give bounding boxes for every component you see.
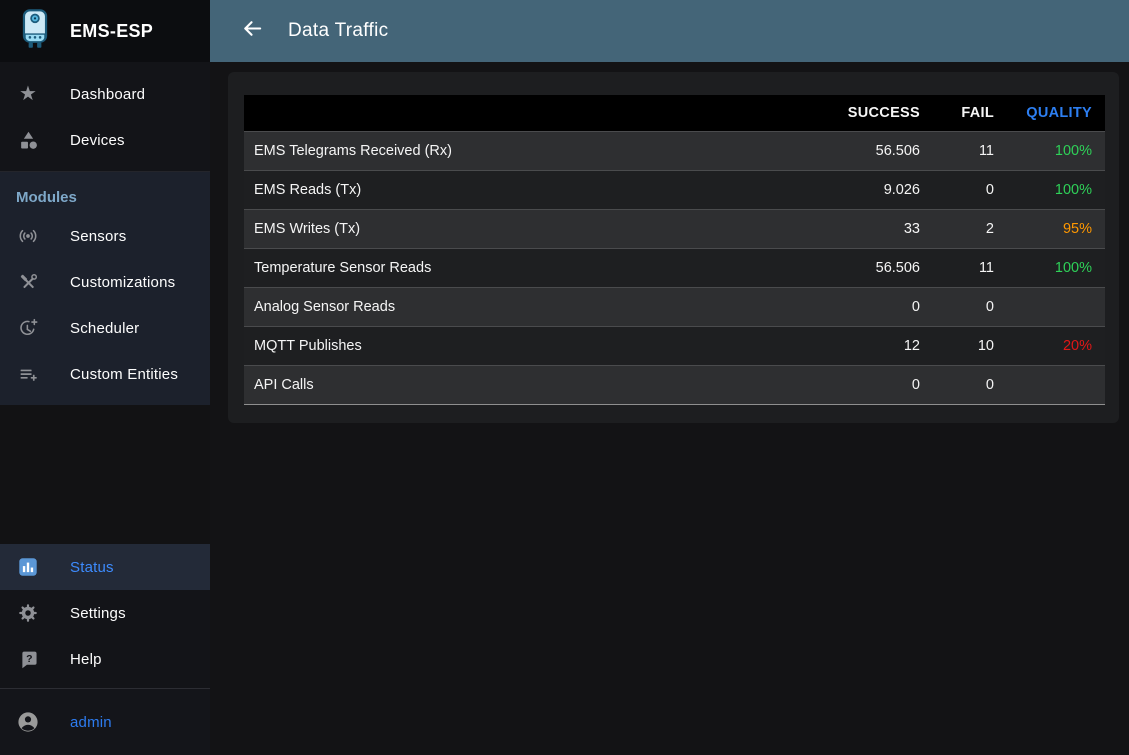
modules-section-title: Modules	[16, 189, 77, 206]
sidebar-item-admin[interactable]: admin	[0, 710, 210, 734]
data-traffic-table: SUCCESS FAIL QUALITY EMS Telegrams Recei…	[244, 95, 1105, 405]
table-header-fail: FAIL	[961, 105, 994, 121]
table-row: Analog Sensor Reads 0 0	[244, 287, 1105, 326]
table-header-quality: QUALITY	[1026, 105, 1092, 121]
sidebar-section-bottom: Status Settings	[0, 544, 210, 688]
row-quality: 100%	[1054, 260, 1092, 276]
status-icon	[16, 556, 40, 578]
sidebar-item-status[interactable]: Status	[0, 544, 210, 590]
row-quality: 100%	[1054, 143, 1092, 159]
help-icon: ?	[16, 649, 40, 670]
row-label: EMS Writes (Tx)	[254, 221, 361, 237]
devices-icon	[16, 130, 40, 151]
page-title: Data Traffic	[288, 20, 389, 41]
row-quality: 100%	[1054, 182, 1092, 198]
app-logo-block: EMS-ESP	[0, 0, 210, 62]
row-quality: 20%	[1062, 338, 1092, 354]
row-label: API Calls	[254, 377, 314, 393]
sidebar-item-label: Devices	[70, 131, 125, 149]
sidebar-item-label: Help	[70, 650, 102, 668]
table-row: EMS Writes (Tx) 33 2 95%	[244, 209, 1105, 248]
row-success: 33	[903, 221, 920, 237]
sidebar-item-devices[interactable]: Devices	[0, 117, 210, 163]
row-success: 56.506	[875, 260, 920, 276]
table-row: MQTT Publishes 12 10 20%	[244, 326, 1105, 365]
svg-text:?: ?	[26, 652, 32, 664]
sidebar: EMS-ESP ★ Dashboard Devices Modules	[0, 0, 210, 755]
sidebar-item-label: Settings	[70, 604, 126, 622]
sidebar-item-customizations[interactable]: Customizations	[0, 259, 210, 305]
settings-icon	[16, 602, 40, 624]
sidebar-item-scheduler[interactable]: Scheduler	[0, 305, 210, 351]
row-fail: 0	[985, 377, 994, 393]
table-row: API Calls 0 0	[244, 365, 1105, 404]
sidebar-item-custom-entities[interactable]: Custom Entities	[0, 351, 210, 397]
row-fail: 11	[978, 143, 994, 159]
appbar: Data Traffic	[210, 0, 1129, 62]
row-label: EMS Telegrams Received (Rx)	[254, 143, 452, 159]
sidebar-user-label: admin	[70, 713, 112, 731]
sidebar-item-dashboard[interactable]: ★ Dashboard	[0, 71, 210, 117]
account-icon	[16, 710, 40, 734]
back-arrow-icon	[241, 17, 264, 45]
sidebar-item-sensors[interactable]: Sensors	[0, 213, 210, 259]
row-fail: 11	[978, 260, 994, 276]
table-header-success: SUCCESS	[847, 105, 920, 121]
sensors-icon	[16, 225, 40, 247]
table-row: EMS Reads (Tx) 9.026 0 100%	[244, 170, 1105, 209]
table-header-row: SUCCESS FAIL QUALITY	[244, 95, 1105, 131]
row-label: EMS Reads (Tx)	[254, 182, 362, 198]
row-fail: 2	[985, 221, 994, 237]
row-fail: 10	[977, 338, 994, 354]
data-traffic-panel: SUCCESS FAIL QUALITY EMS Telegrams Recei…	[228, 72, 1119, 423]
row-label: Analog Sensor Reads	[254, 299, 396, 315]
row-success: 9.026	[883, 182, 920, 198]
sidebar-item-label: Scheduler	[70, 319, 140, 337]
app-title: EMS-ESP	[70, 20, 154, 41]
row-quality: 95%	[1062, 221, 1092, 237]
sidebar-section-top: ★ Dashboard Devices	[0, 62, 210, 172]
sidebar-item-label: Custom Entities	[70, 365, 179, 383]
row-success: 12	[903, 338, 920, 354]
star-icon: ★	[19, 83, 37, 105]
row-success: 0	[911, 377, 920, 393]
row-fail: 0	[985, 299, 994, 315]
sidebar-section-modules: Modules Sensors	[0, 172, 210, 405]
customizations-icon	[16, 272, 40, 293]
sidebar-item-help[interactable]: ? Help	[0, 636, 210, 682]
custom-entities-icon	[16, 364, 40, 385]
sidebar-spacer	[0, 405, 210, 544]
sidebar-item-label: Customizations	[70, 273, 176, 291]
table-row: Temperature Sensor Reads 56.506 11 100%	[244, 248, 1105, 287]
row-label: Temperature Sensor Reads	[254, 260, 432, 276]
sidebar-account: admin	[0, 688, 210, 755]
scheduler-icon	[16, 317, 40, 339]
sidebar-item-label: Dashboard	[70, 85, 146, 103]
back-button[interactable]	[234, 13, 270, 49]
row-label: MQTT Publishes	[254, 338, 362, 354]
table-row: EMS Telegrams Received (Rx) 56.506 11 10…	[244, 131, 1105, 170]
main-content: SUCCESS FAIL QUALITY EMS Telegrams Recei…	[210, 62, 1129, 755]
sidebar-item-label: Status	[70, 558, 114, 576]
sidebar-item-label: Sensors	[70, 227, 127, 245]
row-success: 0	[911, 299, 920, 315]
sidebar-item-settings[interactable]: Settings	[0, 590, 210, 636]
boiler-icon	[18, 7, 52, 56]
row-fail: 0	[985, 182, 994, 198]
row-success: 56.506	[875, 143, 920, 159]
table-body: EMS Telegrams Received (Rx) 56.506 11 10…	[244, 131, 1105, 405]
